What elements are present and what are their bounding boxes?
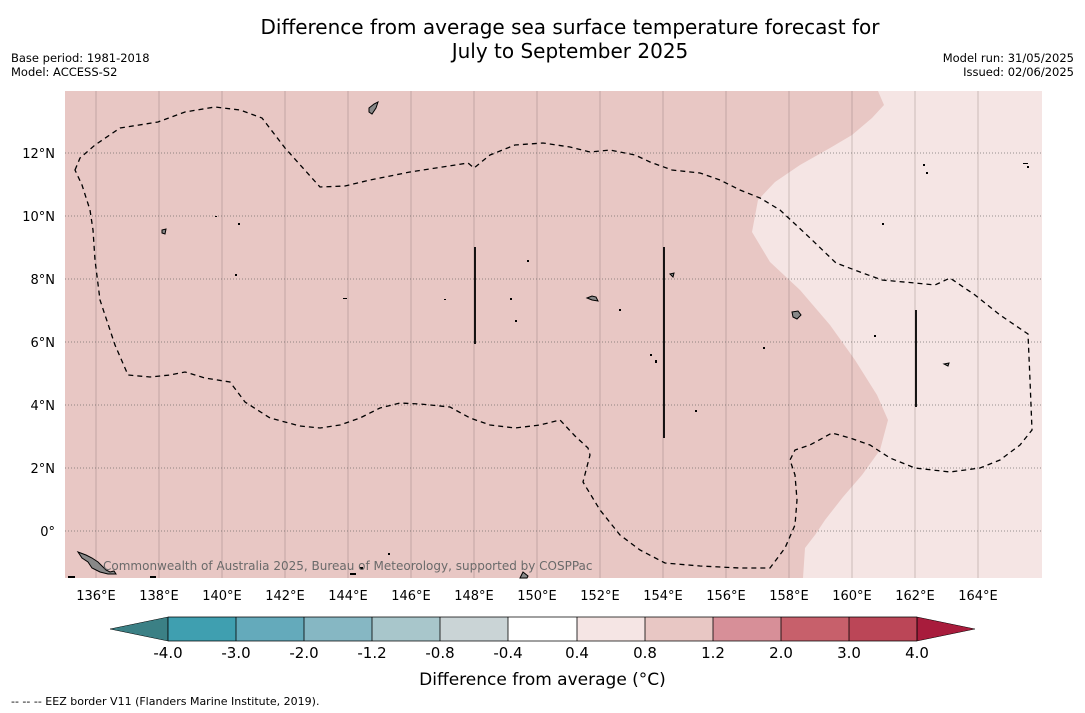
colorbar-swatch (577, 617, 645, 641)
colorbar-tick-labels: -4.0 -3.0 -2.0 -1.2 -0.8 -0.4 0.4 0.8 1.… (153, 644, 929, 662)
lon-label: 144°E (328, 589, 368, 604)
lon-label: 158°E (769, 589, 809, 604)
colorbar-tick: -2.0 (289, 644, 318, 662)
lon-label: 146°E (391, 589, 431, 604)
colorbar-under-arrow (109, 616, 169, 642)
colorbar-tick: -0.4 (493, 644, 522, 662)
colorbar-tick: 0.8 (633, 644, 657, 662)
colorbar-tick: 4.0 (905, 644, 929, 662)
colorbar-tick: -4.0 (153, 644, 182, 662)
meridian-gridlines (95, 91, 979, 578)
colorbar-swatch (781, 617, 849, 641)
run-info: Model run: 31/05/2025 Issued: 02/06/2025 (943, 51, 1074, 79)
colorbar-tick: -1.2 (357, 644, 386, 662)
island-group (76, 550, 117, 575)
colorbar-swatch (645, 617, 713, 641)
lon-label: 142°E (265, 589, 305, 604)
lat-label: 6°N (31, 336, 56, 351)
lon-label: 154°E (643, 589, 683, 604)
colorbar-swatch (440, 617, 508, 641)
island (585, 295, 599, 302)
lon-label: 150°E (517, 589, 557, 604)
colorbar-swatch (849, 617, 917, 641)
colorbar-swatch (508, 617, 577, 641)
longitude-labels: 136°E 138°E 140°E 142°E 144°E 146°E 148°… (76, 589, 998, 604)
base-period: Base period: 1981-2018 (11, 51, 150, 65)
lat-label: 12°N (22, 147, 55, 162)
sst-anomaly-map: Commonwealth of Australia 2025, Bureau o… (65, 91, 1042, 579)
island (791, 310, 802, 320)
model-name: Model: ACCESS-S2 (11, 65, 118, 79)
colorbar-swatch (713, 617, 781, 641)
map-title: Difference from average sea surface temp… (170, 15, 970, 63)
lon-label: 162°E (895, 589, 935, 604)
colorbar: -4.0 -3.0 -2.0 -1.2 -0.8 -0.4 0.4 0.8 1.… (109, 616, 976, 662)
lon-label: 156°E (706, 589, 746, 604)
colorbar-swatch (304, 617, 372, 641)
lon-label: 152°E (580, 589, 620, 604)
lat-label: 4°N (31, 399, 56, 414)
islands (76, 101, 950, 579)
colorbar-swatch (372, 617, 440, 641)
lat-label: 10°N (22, 210, 55, 225)
island (368, 101, 379, 115)
island (519, 571, 529, 579)
lon-label: 160°E (832, 589, 872, 604)
lat-label: 8°N (31, 273, 56, 288)
copyright-notice: Commonwealth of Australia 2025, Bureau o… (103, 559, 593, 573)
lon-label: 148°E (454, 589, 494, 604)
atolls (68, 163, 1029, 578)
colorbar-tick: 1.2 (701, 644, 725, 662)
colorbar-dividers (167, 616, 918, 642)
colorbar-swatch (168, 617, 236, 641)
eez-borders (74, 106, 1033, 569)
island (161, 228, 167, 235)
parallel-gridlines (65, 152, 1042, 532)
latitude-labels: 12°N 10°N 8°N 6°N 4°N 2°N 0° (22, 147, 55, 540)
lat-label: 2°N (31, 462, 56, 477)
colorbar-tick: -3.0 (221, 644, 250, 662)
colorbar-over-arrow (916, 616, 976, 642)
colorbar-tick: 2.0 (769, 644, 793, 662)
boundary-lines (474, 247, 917, 438)
eez-footnote: -- -- -- EEZ border V11 (Flanders Marine… (11, 695, 320, 708)
model-info: Base period: 1981-2018 Model: ACCESS-S2 (11, 51, 150, 79)
lon-label: 140°E (202, 589, 242, 604)
issued-date: Issued: 02/06/2025 (963, 65, 1074, 79)
lon-label: 136°E (76, 589, 116, 604)
lon-label: 138°E (139, 589, 179, 604)
colorbar-tick: 0.4 (565, 644, 589, 662)
colorbar-swatch (236, 617, 304, 641)
island (942, 362, 950, 367)
colorbar-tick: -0.8 (425, 644, 454, 662)
model-run-date: Model run: 31/05/2025 (942, 51, 1074, 65)
colorbar-label: Difference from average (°C) (419, 670, 666, 690)
title-line-1: Difference from average sea surface temp… (260, 15, 880, 39)
lon-label: 164°E (958, 589, 998, 604)
title-line-2: July to September 2025 (451, 39, 689, 63)
lat-label: 0° (40, 525, 55, 540)
colorbar-tick: 3.0 (837, 644, 861, 662)
anomaly-band-0-8-1-2 (65, 91, 888, 578)
island (669, 272, 675, 278)
